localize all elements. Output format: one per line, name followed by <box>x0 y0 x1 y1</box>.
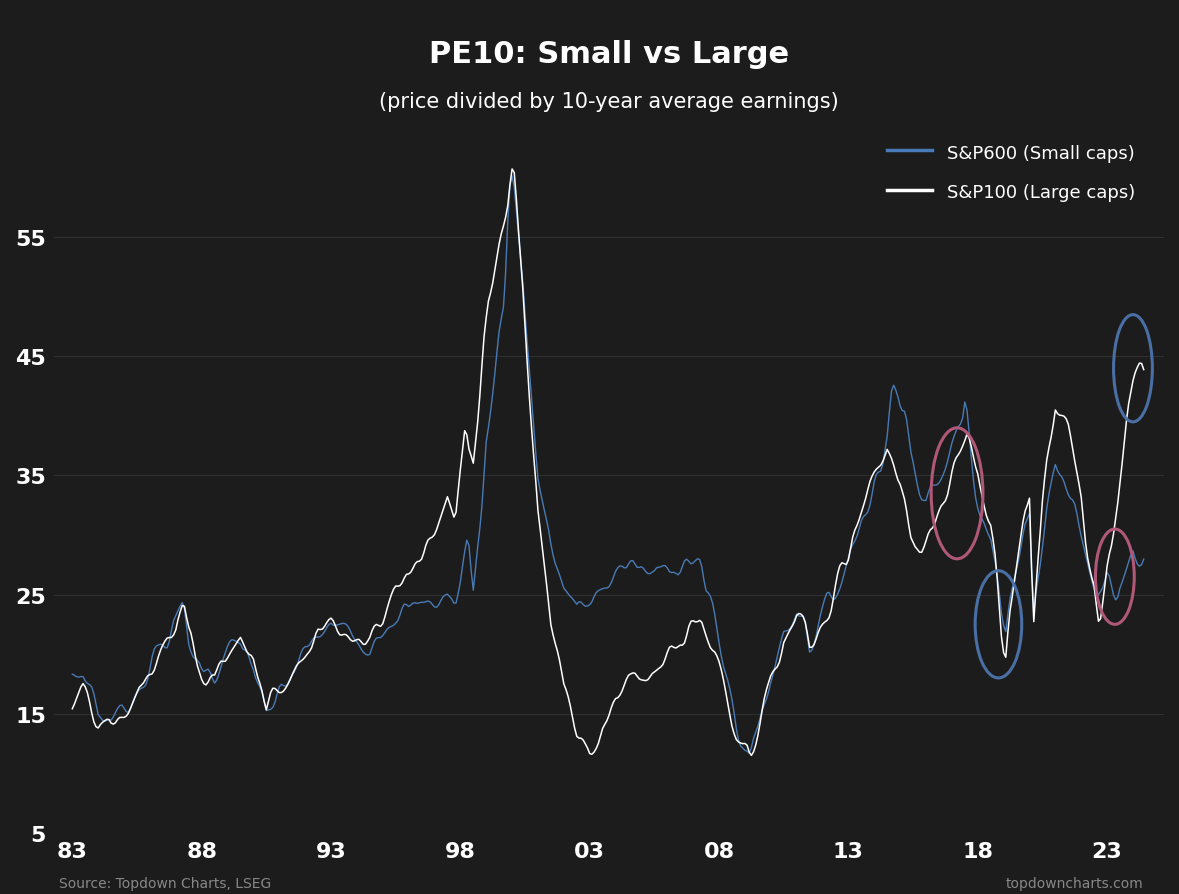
Line: S&P100 (Large caps): S&P100 (Large caps) <box>72 170 1144 755</box>
S&P600 (Small caps) <box>744 742 758 753</box>
S&P100 (Large caps) <box>744 750 758 761</box>
Text: (price divided by 10-year average earnings): (price divided by 10-year average earnin… <box>380 92 839 112</box>
Text: Source: Topdown Charts, LSEG: Source: Topdown Charts, LSEG <box>59 875 271 890</box>
S&P600 (Small caps) <box>960 405 974 416</box>
S&P600 (Small caps) <box>742 748 756 759</box>
Legend: S&P600 (Small caps), S&P100 (Large caps): S&P600 (Small caps), S&P100 (Large caps) <box>878 135 1144 211</box>
S&P600 (Small caps) <box>505 172 519 182</box>
S&P100 (Large caps) <box>65 704 79 714</box>
S&P100 (Large caps) <box>505 164 519 175</box>
S&P100 (Large caps) <box>341 632 355 643</box>
S&P600 (Small caps) <box>600 583 614 594</box>
S&P100 (Large caps) <box>600 715 614 726</box>
S&P100 (Large caps) <box>1137 365 1151 375</box>
S&P100 (Large caps) <box>527 451 541 461</box>
S&P100 (Large caps) <box>960 429 974 440</box>
S&P600 (Small caps) <box>65 669 79 679</box>
S&P600 (Small caps) <box>527 422 541 433</box>
Text: PE10: Small vs Large: PE10: Small vs Large <box>429 40 789 69</box>
S&P100 (Large caps) <box>742 747 756 758</box>
S&P600 (Small caps) <box>1137 554 1151 565</box>
Text: topdowncharts.com: topdowncharts.com <box>1006 875 1144 890</box>
S&P600 (Small caps) <box>341 621 355 632</box>
S&P600 (Small caps) <box>340 620 354 630</box>
Line: S&P600 (Small caps): S&P600 (Small caps) <box>72 177 1144 754</box>
S&P100 (Large caps) <box>340 629 354 640</box>
